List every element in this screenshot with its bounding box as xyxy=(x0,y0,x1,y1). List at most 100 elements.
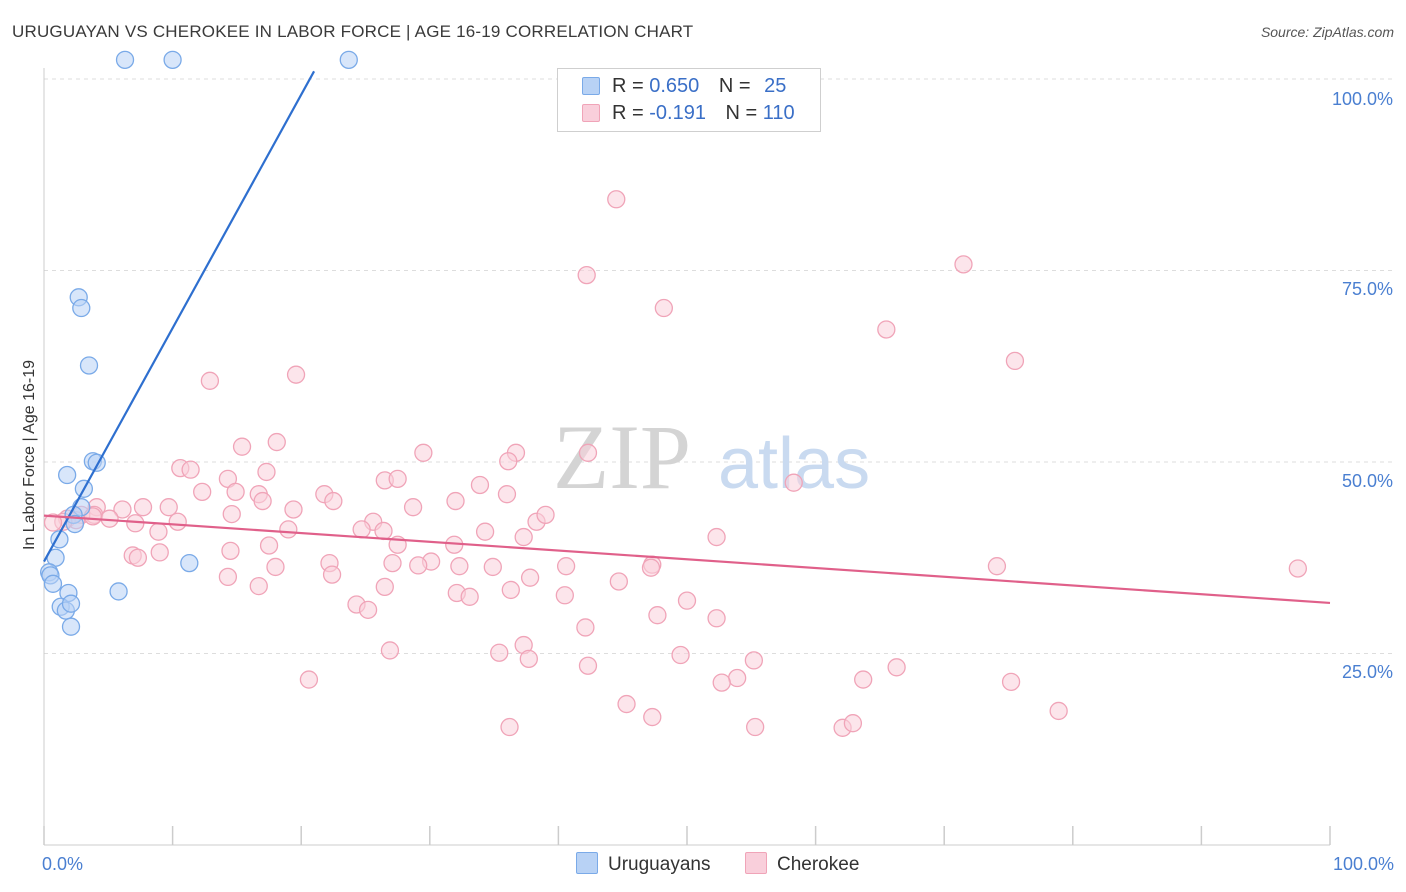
y-tick-label: 100.0% xyxy=(1332,89,1393,109)
cherokee-point xyxy=(383,553,402,573)
x-tick-labels: 0.0% 100.0% xyxy=(42,854,1394,874)
cherokee-point xyxy=(193,482,212,502)
uruguayans-point xyxy=(79,356,99,375)
legend-r-value: -0.191 xyxy=(649,102,706,124)
cherokee-point xyxy=(475,522,495,541)
uruguayans-point xyxy=(339,50,358,69)
stats-legend: R = 0.650 N = 25 R = -0.191 N = 110 xyxy=(557,68,821,132)
cherokee-point xyxy=(284,500,303,519)
cherokee-point xyxy=(578,443,598,462)
cherokee-point xyxy=(1001,672,1021,691)
uruguayans-point xyxy=(109,582,128,601)
cherokee-point xyxy=(358,600,378,619)
cherokee-point xyxy=(1049,701,1068,721)
cherokee-point xyxy=(414,443,433,462)
cherokee-point xyxy=(712,673,731,692)
y-tick-label: 50.0% xyxy=(1342,471,1393,491)
cherokee-point xyxy=(181,460,200,479)
legend-row-uruguayans: R = 0.650 N = 25 xyxy=(582,75,786,98)
uruguayans-legend-swatch xyxy=(576,852,598,874)
cherokee-point xyxy=(322,565,342,584)
cherokee-point xyxy=(643,707,662,727)
uruguayans-point xyxy=(65,514,85,534)
legend-r-label: R = xyxy=(612,75,644,97)
cherokee-point xyxy=(519,649,538,669)
chart-source: Source: ZipAtlas.com xyxy=(1260,24,1394,40)
cherokee-point xyxy=(200,371,220,390)
cherokee-point xyxy=(576,618,595,637)
cherokee-point xyxy=(617,694,636,714)
cherokee-point xyxy=(133,498,153,517)
cherokee-point xyxy=(1288,559,1307,578)
cherokee-point xyxy=(43,513,63,532)
cherokee-point xyxy=(168,512,187,531)
cherokee-point xyxy=(249,576,268,596)
cherokee-point xyxy=(648,606,667,625)
cherokee-legend-swatch xyxy=(745,852,767,874)
cherokee-point xyxy=(279,520,298,539)
trend-lines xyxy=(43,70,1331,605)
grid-lines xyxy=(44,78,1392,654)
x-tick-label-left: 0.0% xyxy=(42,854,83,874)
cherokee-point xyxy=(728,668,747,688)
cherokee-point xyxy=(266,557,285,577)
bottom-legend-uruguayans: Uruguayans xyxy=(576,852,710,876)
cherokee-point xyxy=(409,556,428,575)
cherokee-point xyxy=(555,586,574,605)
watermark-atlas: atlas xyxy=(718,424,870,504)
cherokee-point xyxy=(654,298,674,318)
cherokee-point xyxy=(267,432,286,452)
cherokee-point xyxy=(388,469,407,489)
cherokee-point xyxy=(380,641,400,660)
uruguayans-point xyxy=(180,553,199,573)
data-points xyxy=(39,50,1307,737)
cherokee-point xyxy=(352,520,371,539)
uruguayans-point xyxy=(43,574,63,593)
cherokee-point xyxy=(707,609,726,628)
uruguayans-swatch xyxy=(582,77,600,95)
cherokee-point xyxy=(499,452,518,471)
y-tick-labels: 25.0% 50.0% 75.0% 100.0% xyxy=(1332,89,1393,682)
cherokee-point xyxy=(641,558,661,577)
cherokee-point xyxy=(374,521,393,541)
cherokee-point xyxy=(232,437,252,456)
cherokee-point xyxy=(497,485,517,504)
uruguayans-point xyxy=(115,50,135,69)
legend-n-value: 110 xyxy=(762,102,795,124)
legend-r-value: 0.650 xyxy=(649,75,700,97)
cherokee-point xyxy=(483,557,502,577)
watermark: ZIP atlas xyxy=(553,406,870,508)
cherokee-point xyxy=(159,498,178,517)
cherokee-point xyxy=(222,504,241,524)
cherokee-point xyxy=(460,587,479,606)
cherokee-point xyxy=(500,717,519,737)
cherokee-point xyxy=(677,591,697,610)
cherokee-point xyxy=(299,670,319,689)
cherokee-point xyxy=(218,567,238,587)
legend-n-label: N = xyxy=(718,75,751,97)
cherokee-point xyxy=(954,255,973,274)
cherokee-point xyxy=(609,572,628,591)
cherokee-swatch xyxy=(582,104,600,122)
cherokee-point xyxy=(520,568,540,587)
legend-n-value: 25 xyxy=(764,75,787,97)
cherokee-point xyxy=(746,717,765,737)
cherokee-trend-line xyxy=(43,514,1331,605)
cherokee-point xyxy=(607,190,626,209)
chart-title: URUGUAYAN VS CHEROKEE IN LABOR FORCE | A… xyxy=(12,22,694,41)
cherokee-point xyxy=(578,656,598,675)
legend-n-label: N = xyxy=(725,102,758,124)
cherokee-point xyxy=(259,536,279,555)
cherokee-point xyxy=(113,500,132,519)
cherokee-point xyxy=(514,527,533,547)
cherokee-point xyxy=(149,522,168,541)
y-tick-label: 75.0% xyxy=(1342,279,1393,299)
cherokee-point xyxy=(854,670,873,689)
cherokee-point xyxy=(490,643,509,662)
cherokee-point xyxy=(257,462,276,482)
cherokee-point xyxy=(843,714,863,733)
bottom-legend-cherokee: Cherokee xyxy=(745,852,859,876)
cherokee-point xyxy=(877,320,896,339)
cherokee-legend-label: Cherokee xyxy=(777,854,860,875)
